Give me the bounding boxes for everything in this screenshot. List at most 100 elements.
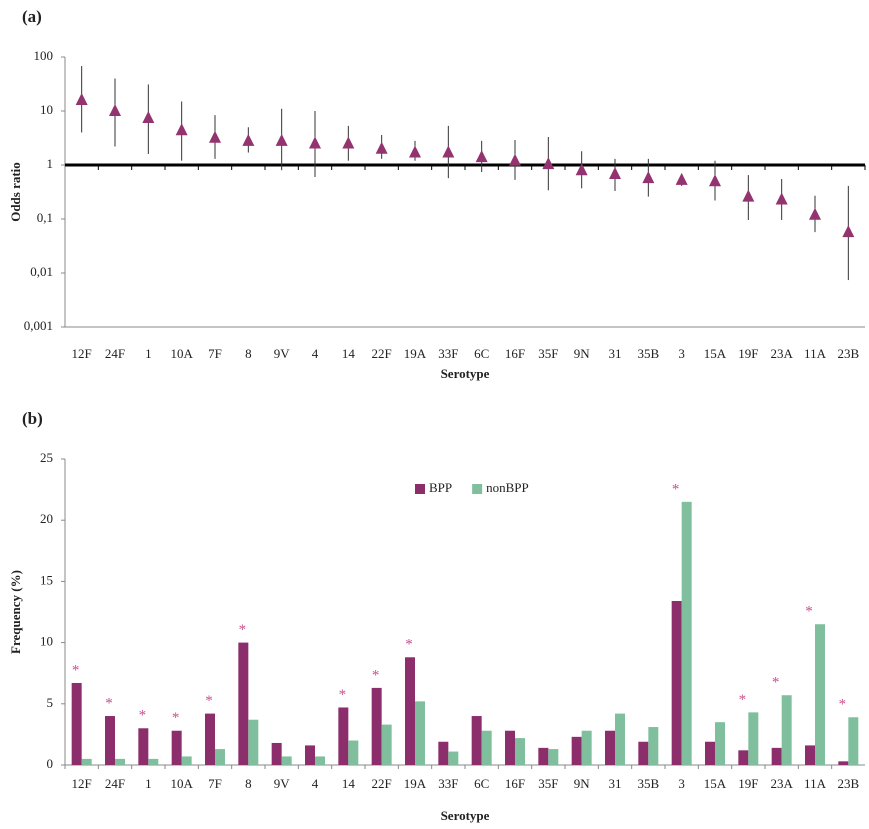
y-tick-label: 0,1: [37, 210, 53, 225]
bar: [805, 745, 815, 765]
x-tick-label: 16F: [505, 346, 525, 361]
x-tick-label: 6C: [474, 346, 489, 361]
x-tick-label: 35B: [637, 776, 659, 791]
x-tick-label: 19A: [404, 776, 427, 791]
bar: [615, 713, 625, 765]
bar: [315, 756, 325, 765]
point: [609, 167, 621, 180]
bar: [848, 717, 859, 765]
x-tick-label: 7F: [208, 776, 222, 791]
y-tick-label: 25: [40, 450, 53, 465]
y-tick-label: 20: [40, 511, 53, 526]
significance-marker: *: [839, 697, 847, 713]
significance-marker: *: [105, 695, 113, 711]
x-tick-label: 3: [678, 776, 685, 791]
point: [642, 171, 655, 184]
y-tick-label: 10: [40, 102, 53, 117]
bar: [215, 749, 225, 765]
bar: [838, 761, 849, 765]
x-tick-label: 11A: [804, 776, 827, 791]
x-tick-label: 19F: [738, 776, 758, 791]
x-tick-label: 1: [145, 776, 152, 791]
bar: [171, 730, 182, 765]
point: [142, 111, 155, 124]
x-tick-label: 31: [609, 776, 622, 791]
bar: [471, 716, 482, 765]
x-tick-label: 24F: [105, 346, 125, 361]
bar: [605, 730, 615, 765]
point: [675, 172, 688, 185]
x-tick-label: 6C: [474, 776, 489, 791]
legend-swatch: [415, 484, 425, 494]
point: [709, 174, 721, 187]
bar: [115, 758, 125, 765]
x-axis-label: Serotype: [441, 366, 490, 381]
bar: [181, 756, 192, 765]
significance-marker: *: [805, 604, 813, 620]
point: [575, 163, 588, 176]
bar: [781, 695, 792, 765]
significance-marker: *: [139, 708, 147, 724]
point: [242, 133, 255, 146]
bar: [405, 657, 415, 765]
x-tick-label: 9N: [574, 776, 591, 791]
point: [209, 130, 221, 143]
legend-swatch: [472, 484, 483, 494]
x-tick-label: 16F: [505, 776, 525, 791]
x-tick-label: 7F: [208, 346, 222, 361]
bar: [148, 758, 159, 765]
significance-marker: *: [205, 693, 213, 709]
bar: [705, 741, 715, 765]
significance-marker: *: [739, 692, 747, 708]
bar: [515, 738, 525, 765]
x-tick-label: 12F: [72, 346, 92, 361]
y-tick-label: 0,001: [24, 318, 53, 333]
y-tick-label: 10: [40, 634, 53, 649]
x-tick-label: 12F: [72, 776, 92, 791]
bar: [381, 724, 392, 765]
y-tick-label: 5: [47, 695, 54, 710]
y-tick-label: 0: [47, 756, 54, 771]
x-tick-label: 35F: [538, 776, 558, 791]
bar: [448, 751, 459, 765]
x-tick-label: 8: [245, 346, 252, 361]
point: [809, 207, 821, 220]
bar: [538, 747, 549, 765]
bar: [281, 756, 292, 765]
y-tick-label: 1: [47, 156, 54, 171]
bar: [681, 501, 692, 765]
bar: [371, 687, 382, 765]
x-tick-label: 23A: [770, 776, 793, 791]
point: [342, 136, 355, 149]
x-tick-label: 11A: [804, 346, 827, 361]
bar: [581, 730, 592, 765]
x-tick-label: 33F: [438, 346, 458, 361]
significance-marker: *: [372, 667, 380, 683]
significance-marker: *: [339, 687, 347, 703]
point: [509, 153, 521, 166]
x-tick-label: 9V: [274, 776, 291, 791]
bar: [71, 682, 82, 765]
x-tick-label: 9V: [274, 346, 291, 361]
x-tick-label: 1: [145, 346, 152, 361]
significance-marker: *: [172, 710, 180, 726]
point: [442, 145, 455, 158]
bar: [438, 741, 449, 765]
point: [542, 157, 555, 170]
bar: [548, 749, 559, 765]
x-tick-label: 22F: [372, 346, 392, 361]
x-tick-label: 24F: [105, 776, 125, 791]
bar: [348, 740, 359, 765]
bar: [738, 750, 749, 765]
point: [275, 133, 288, 146]
chart-title: (a): [22, 7, 42, 26]
chart-title: (b): [22, 409, 43, 428]
bar: [305, 745, 315, 765]
bar: [338, 707, 349, 765]
point: [842, 225, 855, 238]
y-tick-label: 100: [34, 48, 54, 63]
x-tick-label: 19A: [404, 346, 427, 361]
legend-label: nonBPP: [486, 480, 529, 495]
point: [775, 192, 788, 205]
point: [375, 141, 388, 154]
